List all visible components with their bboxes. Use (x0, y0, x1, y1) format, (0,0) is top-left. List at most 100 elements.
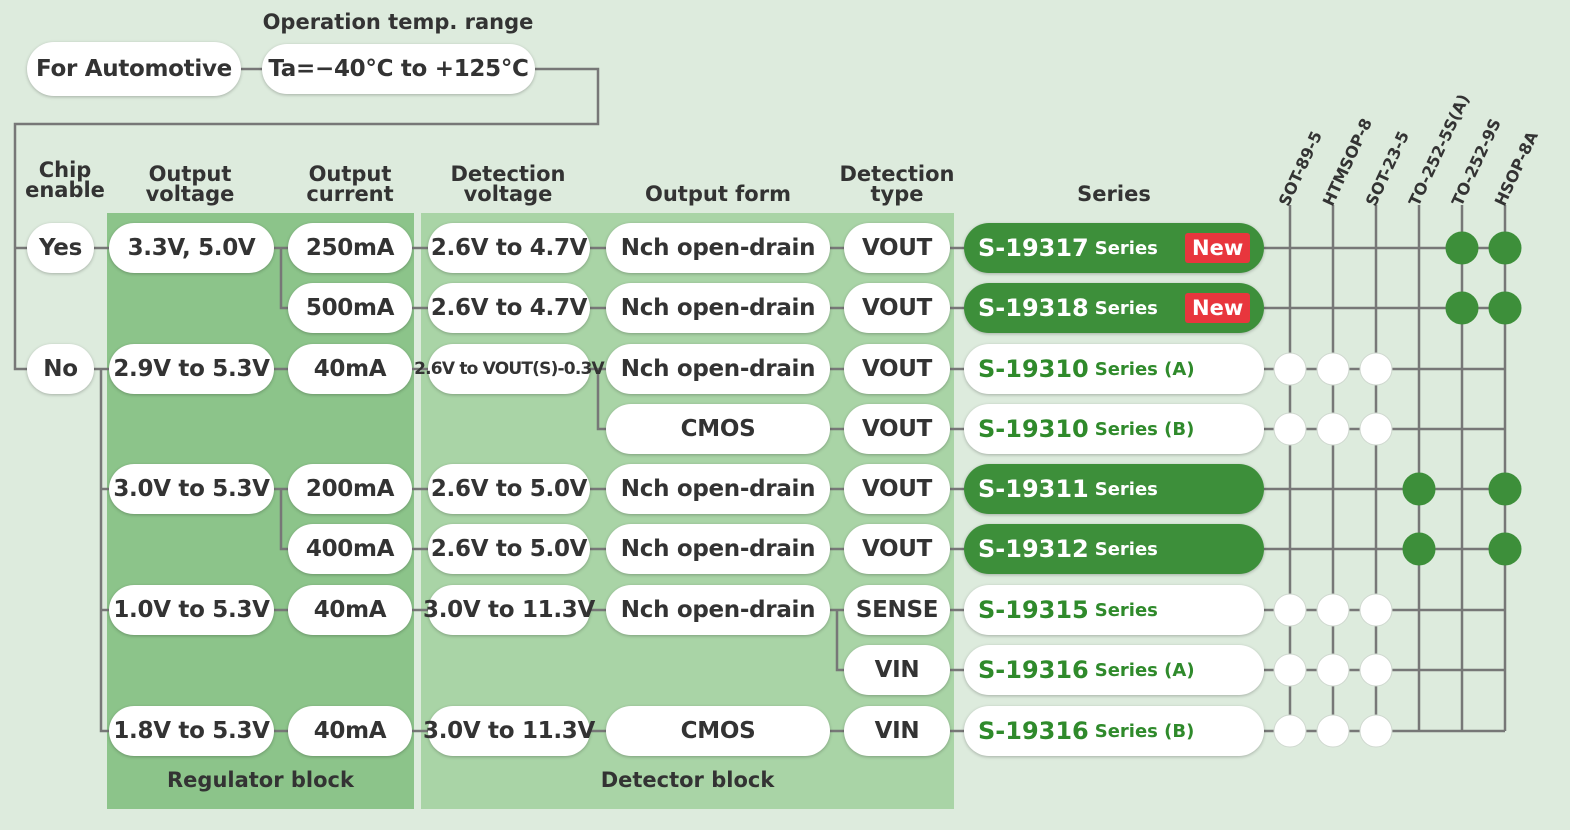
series-suffix: Series (1094, 237, 1158, 259)
output-voltage-5: 1.8V to 5.3V (109, 706, 274, 756)
series-row[interactable]: S-19316 Series (A) (964, 645, 1264, 695)
series-row[interactable]: S-19315 Series (964, 585, 1264, 635)
series-name: S-19316 (978, 656, 1089, 684)
connector-temp (13, 67, 600, 371)
package-dot (1488, 532, 1522, 566)
series-name: S-19310 (978, 415, 1089, 443)
connector-no-branch (99, 369, 109, 733)
output-form-1: Nch open-drain (606, 223, 830, 273)
series-row[interactable]: S-19316 Series (B) (964, 706, 1264, 756)
output-form-7: Nch open-drain (606, 585, 830, 635)
package-dot (1488, 231, 1522, 265)
detection-type-5: VOUT (844, 464, 950, 514)
series-name: S-19318 (978, 294, 1089, 322)
detection-type-8: VIN (844, 645, 950, 695)
temp-caption: Operation temp. range (262, 10, 534, 34)
output-form-5: Nch open-drain (606, 464, 830, 514)
series-name: S-19311 (978, 475, 1089, 503)
connector-current-branch (279, 489, 288, 551)
detection-type-1: VOUT (844, 223, 950, 273)
series-name: S-19317 (978, 234, 1089, 262)
package-dot (1359, 714, 1393, 748)
series-row[interactable]: S-19310 Series (A) (964, 344, 1264, 394)
detection-voltage-3: 2.6V to VOUT(S)-0.3V (414, 344, 605, 394)
package-dot (1273, 593, 1307, 627)
series-name: S-19310 (978, 355, 1089, 383)
output-voltage-4: 1.0V to 5.3V (109, 585, 274, 635)
output-current-7: 40mA (288, 706, 412, 756)
package-dot (1488, 472, 1522, 506)
detection-voltage-5: 2.6V to 5.0V (428, 524, 590, 574)
output-current-3: 40mA (288, 344, 412, 394)
connector-type-branch (835, 610, 844, 672)
series-name: S-19315 (978, 596, 1089, 624)
package-dot (1359, 653, 1393, 687)
series-suffix: Series (1094, 599, 1158, 621)
series-row[interactable]: S-19310 Series (B) (964, 404, 1264, 454)
output-voltage-3: 3.0V to 5.3V (109, 464, 274, 514)
series-name: S-19312 (978, 535, 1089, 563)
series-suffix: Series (B) (1094, 720, 1195, 742)
package-dot (1316, 352, 1350, 386)
detection-type-4: VOUT (844, 404, 950, 454)
output-form-8: CMOS (606, 706, 830, 756)
package-dot (1402, 472, 1436, 506)
series-suffix: Series (B) (1094, 418, 1195, 440)
series-suffix: Series (1094, 297, 1158, 319)
package-dot (1445, 231, 1479, 265)
output-current-4: 200mA (288, 464, 412, 514)
output-current-2: 500mA (288, 283, 412, 333)
header-output-form: Output form (645, 182, 791, 206)
series-suffix: Series (A) (1094, 358, 1195, 380)
package-dot (1445, 291, 1479, 325)
output-current-6: 40mA (288, 585, 412, 635)
package-dot (1316, 714, 1350, 748)
chip-enable-no: No (27, 344, 94, 394)
package-dot (1273, 412, 1307, 446)
regulator-block-label: Regulator block (167, 768, 354, 792)
header-chip-enable: Chip enable (25, 158, 105, 202)
package-dot (1402, 532, 1436, 566)
package-dot (1488, 291, 1522, 325)
header-output-current: Output current (306, 162, 394, 206)
package-dot (1273, 653, 1307, 687)
series-name: S-19316 (978, 717, 1089, 745)
detection-voltage-6: 3.0V to 11.3V (423, 585, 595, 635)
package-dot (1359, 352, 1393, 386)
package-dot (1359, 412, 1393, 446)
header-output-voltage: Output voltage (145, 162, 235, 206)
package-dot (1359, 593, 1393, 627)
output-form-4: CMOS (606, 404, 830, 454)
package-dot (1273, 714, 1307, 748)
header-detection-voltage: Detection voltage (450, 162, 566, 206)
detector-block-label: Detector block (600, 768, 775, 792)
series-row[interactable]: S-19318 Series (964, 283, 1264, 333)
series-suffix: Series (A) (1094, 659, 1195, 681)
output-current-1: 250mA (288, 223, 412, 273)
detection-type-2: VOUT (844, 283, 950, 333)
detection-voltage-4: 2.6V to 5.0V (428, 464, 590, 514)
connector-current-branch (279, 248, 288, 310)
detection-type-9: VIN (844, 706, 950, 756)
detection-type-3: VOUT (844, 344, 950, 394)
output-form-6: Nch open-drain (606, 524, 830, 574)
package-dot (1273, 352, 1307, 386)
new-badge: New (1185, 233, 1251, 263)
series-row[interactable]: S-19311 Series (964, 464, 1264, 514)
output-current-5: 400mA (288, 524, 412, 574)
chip-enable-yes: Yes (27, 223, 94, 273)
package-dot (1316, 653, 1350, 687)
output-voltage-2: 2.9V to 5.3V (109, 344, 274, 394)
automotive-pill: For Automotive (27, 42, 241, 96)
header-detection-type: Detection type (839, 162, 955, 206)
series-row[interactable]: S-19312 Series (964, 524, 1264, 574)
series-suffix: Series (1094, 478, 1158, 500)
output-form-3: Nch open-drain (606, 344, 830, 394)
temp-range-pill: Ta=−40°C to +125°C (262, 44, 535, 94)
series-suffix: Series (1094, 538, 1158, 560)
package-dot (1316, 593, 1350, 627)
detection-voltage-7: 3.0V to 11.3V (423, 706, 595, 756)
connector-form-branch (596, 369, 606, 431)
detection-type-7: SENSE (844, 585, 950, 635)
